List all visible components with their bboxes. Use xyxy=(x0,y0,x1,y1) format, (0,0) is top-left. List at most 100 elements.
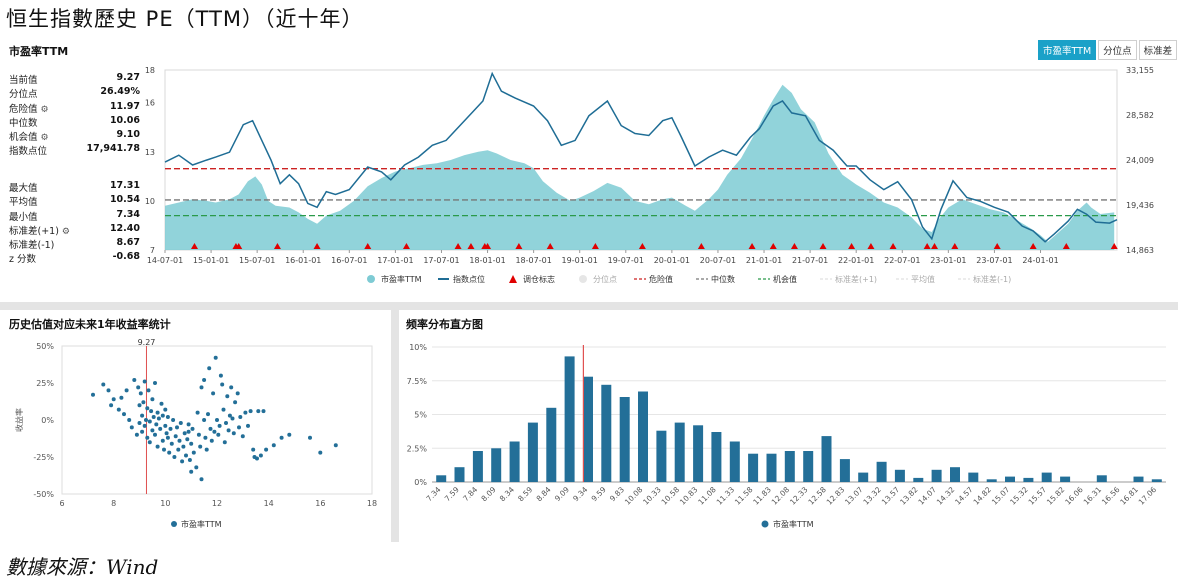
scatter-point xyxy=(176,447,181,452)
signal-marker xyxy=(923,243,931,249)
stats-group-1: 当前值 9.27 分位点 26.49% 危险值 ⚙ 11.97 中位数 10.06 机会值 ⚙ 9.1… xyxy=(9,72,140,158)
scatter-frame xyxy=(61,345,373,495)
stat-value: 17.31 xyxy=(109,180,140,191)
scatter-point xyxy=(137,421,142,425)
x-tick-label: 12.58 xyxy=(806,485,828,507)
settings-icon[interactable]: ⚙ xyxy=(61,226,70,237)
stat-value: 17,941.78 xyxy=(86,143,141,155)
x-tick-label: 20-01-01 xyxy=(654,256,690,265)
histogram-bar xyxy=(527,422,538,482)
scatter-point xyxy=(215,418,219,422)
scatter-point xyxy=(287,432,292,437)
x-tick-label: 16-07-01 xyxy=(331,256,367,265)
signal-marker xyxy=(454,243,462,249)
right-tick-label: 14,863 xyxy=(1126,246,1154,255)
scatter-point xyxy=(168,426,173,431)
right-tick-label: 33,155 xyxy=(1126,66,1154,75)
x-tick-label: 14.32 xyxy=(935,485,957,507)
signal-marker xyxy=(591,243,599,249)
scatter-point xyxy=(147,440,152,445)
y-tick-label: -25% xyxy=(33,453,54,462)
signal-marker xyxy=(190,243,198,249)
tab-1[interactable]: 分位点 xyxy=(1098,40,1137,60)
histogram-bar xyxy=(491,448,502,483)
scatter-point xyxy=(202,378,207,382)
x-tick-label: 14 xyxy=(264,499,274,508)
legend-label: 调仓标志 xyxy=(523,274,555,284)
current-value-label: 9.27 xyxy=(138,338,156,347)
stat-row: z 分数 -0.68 xyxy=(9,251,140,265)
scatter-point xyxy=(175,425,179,430)
scatter-point xyxy=(206,412,210,417)
scatter-point xyxy=(111,397,116,402)
scatter-point xyxy=(159,401,164,406)
scatter-point xyxy=(218,373,223,378)
x-tick-label: 16.81 xyxy=(1118,485,1140,507)
x-tick-label: 7.34 xyxy=(424,485,442,503)
stat-row: 当前值 9.27 xyxy=(9,72,140,86)
histogram-bar xyxy=(601,384,612,482)
scatter-point xyxy=(154,422,159,427)
x-tick-label: 14.07 xyxy=(916,485,938,507)
x-tick-label: 16.56 xyxy=(1100,485,1122,507)
x-tick-label: 21-01-01 xyxy=(746,256,782,265)
x-tick-label: 13.07 xyxy=(843,485,865,507)
tab-2[interactable]: 标准差 xyxy=(1138,40,1178,60)
scatter-point xyxy=(138,391,143,396)
scatter-point xyxy=(186,429,191,434)
scatter-point xyxy=(136,385,141,390)
scatter-title: 历史估值对应未来1年收益率统计 xyxy=(9,318,171,331)
x-tick-label: 14-07-01 xyxy=(147,256,183,265)
scatter-point xyxy=(208,426,213,431)
signal-marker xyxy=(1062,243,1070,249)
scatter-point xyxy=(109,403,114,408)
settings-icon[interactable]: ⚙ xyxy=(40,133,49,144)
signal-marker xyxy=(848,243,856,249)
scatter-point xyxy=(142,379,147,384)
scatter-point xyxy=(230,416,235,421)
x-tick-label: 15.82 xyxy=(1045,485,1067,507)
x-tick-label: 12.08 xyxy=(770,485,792,507)
scatter-point xyxy=(132,378,137,382)
scatter-point xyxy=(184,453,188,458)
x-tick-label: 19-01-01 xyxy=(562,256,598,265)
scatter-point xyxy=(225,394,230,399)
signal-marker xyxy=(748,243,756,249)
scatter-point xyxy=(194,465,199,470)
histogram-bar xyxy=(784,451,795,482)
x-tick-label: 14.57 xyxy=(953,485,975,507)
scatter-point xyxy=(240,434,245,439)
histogram-bar xyxy=(674,422,685,482)
x-tick-label: 10 xyxy=(160,499,170,508)
histogram-title: 频率分布直方图 xyxy=(406,318,483,331)
x-tick-label: 10.33 xyxy=(641,485,663,507)
tab-0[interactable]: 市盈率TTM xyxy=(1038,40,1097,60)
scatter-point xyxy=(209,438,214,443)
histogram-bar xyxy=(546,407,557,483)
scatter-point xyxy=(177,438,182,443)
x-tick-label: 16 xyxy=(315,499,325,508)
scatter-point xyxy=(220,382,225,387)
scatter-point xyxy=(308,435,312,440)
histogram-bar xyxy=(1041,472,1052,482)
x-tick-label: 9.09 xyxy=(553,485,571,503)
scatter-point xyxy=(217,423,222,428)
scatter-point xyxy=(150,428,155,433)
scatter-point xyxy=(162,447,166,452)
scatter-point xyxy=(119,395,124,400)
x-tick-label: 14.82 xyxy=(972,485,994,507)
settings-icon[interactable]: ⚙ xyxy=(40,104,49,115)
page-title: 恒生指數歷史 PE（TTM）（近十年） xyxy=(6,7,364,31)
scatter-point xyxy=(164,431,169,436)
scatter-point xyxy=(246,423,250,428)
stat-label: 危险值 ⚙ xyxy=(9,103,49,115)
histogram-bar xyxy=(436,475,447,483)
signal-marker xyxy=(819,243,827,249)
stat-label: 最大值 xyxy=(9,183,38,194)
scatter-point xyxy=(165,415,170,419)
x-tick-label: 7.59 xyxy=(443,485,461,503)
scatter-point xyxy=(229,385,234,390)
stat-value: 12.40 xyxy=(109,222,140,234)
x-tick-label: 17-07-01 xyxy=(423,256,459,265)
scatter-point xyxy=(190,426,195,431)
